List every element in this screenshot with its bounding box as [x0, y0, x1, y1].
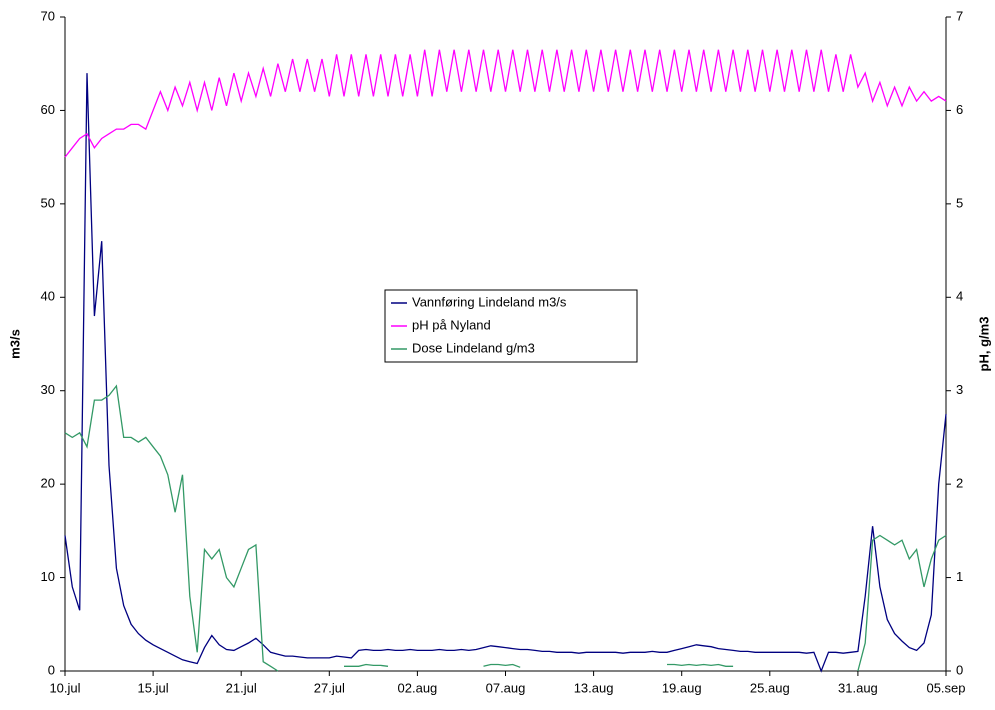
x-tick-label: 02.aug — [398, 680, 438, 695]
y-tick-label: 70 — [41, 8, 55, 23]
y-tick-label: 20 — [41, 476, 55, 491]
y2-tick-label: 7 — [956, 8, 963, 23]
legend-label: Dose Lindeland g/m3 — [412, 340, 535, 355]
y2-tick-label: 1 — [956, 569, 963, 584]
x-tick-label: 31.aug — [838, 680, 878, 695]
x-tick-label: 27.jul — [314, 680, 345, 695]
x-tick-label: 05.sep — [926, 680, 965, 695]
y-tick-label: 50 — [41, 195, 55, 210]
x-tick-label: 15.jul — [138, 680, 169, 695]
legend-label: pH på Nyland — [412, 317, 491, 332]
y2-tick-label: 2 — [956, 476, 963, 491]
x-tick-label: 25.aug — [750, 680, 790, 695]
series-line — [64, 49, 947, 158]
x-tick-label: 10.jul — [49, 680, 80, 695]
y-tick-label: 0 — [48, 662, 55, 677]
y-axis-title: m3/s — [7, 329, 22, 359]
x-tick-label: 19.aug — [662, 680, 702, 695]
legend-box — [384, 289, 638, 363]
x-tick-label: 07.aug — [486, 680, 526, 695]
y-tick-label: 60 — [41, 102, 55, 117]
y2-tick-label: 4 — [956, 289, 963, 304]
x-tick-label: 13.aug — [574, 680, 614, 695]
y-tick-label: 30 — [41, 382, 55, 397]
legend-label: Vannføring Lindeland m3/s — [412, 294, 567, 309]
y2-tick-label: 5 — [956, 195, 963, 210]
series-line — [64, 73, 947, 673]
y-tick-label: 40 — [41, 289, 55, 304]
series-line — [64, 384, 947, 672]
x-tick-label: 21.jul — [226, 680, 257, 695]
y-tick-label: 10 — [41, 569, 55, 584]
y2-tick-label: 3 — [956, 382, 963, 397]
y2-axis-title: pH, g/m3 — [976, 317, 991, 372]
y2-tick-label: 6 — [956, 102, 963, 117]
y2-tick-label: 0 — [956, 662, 963, 677]
